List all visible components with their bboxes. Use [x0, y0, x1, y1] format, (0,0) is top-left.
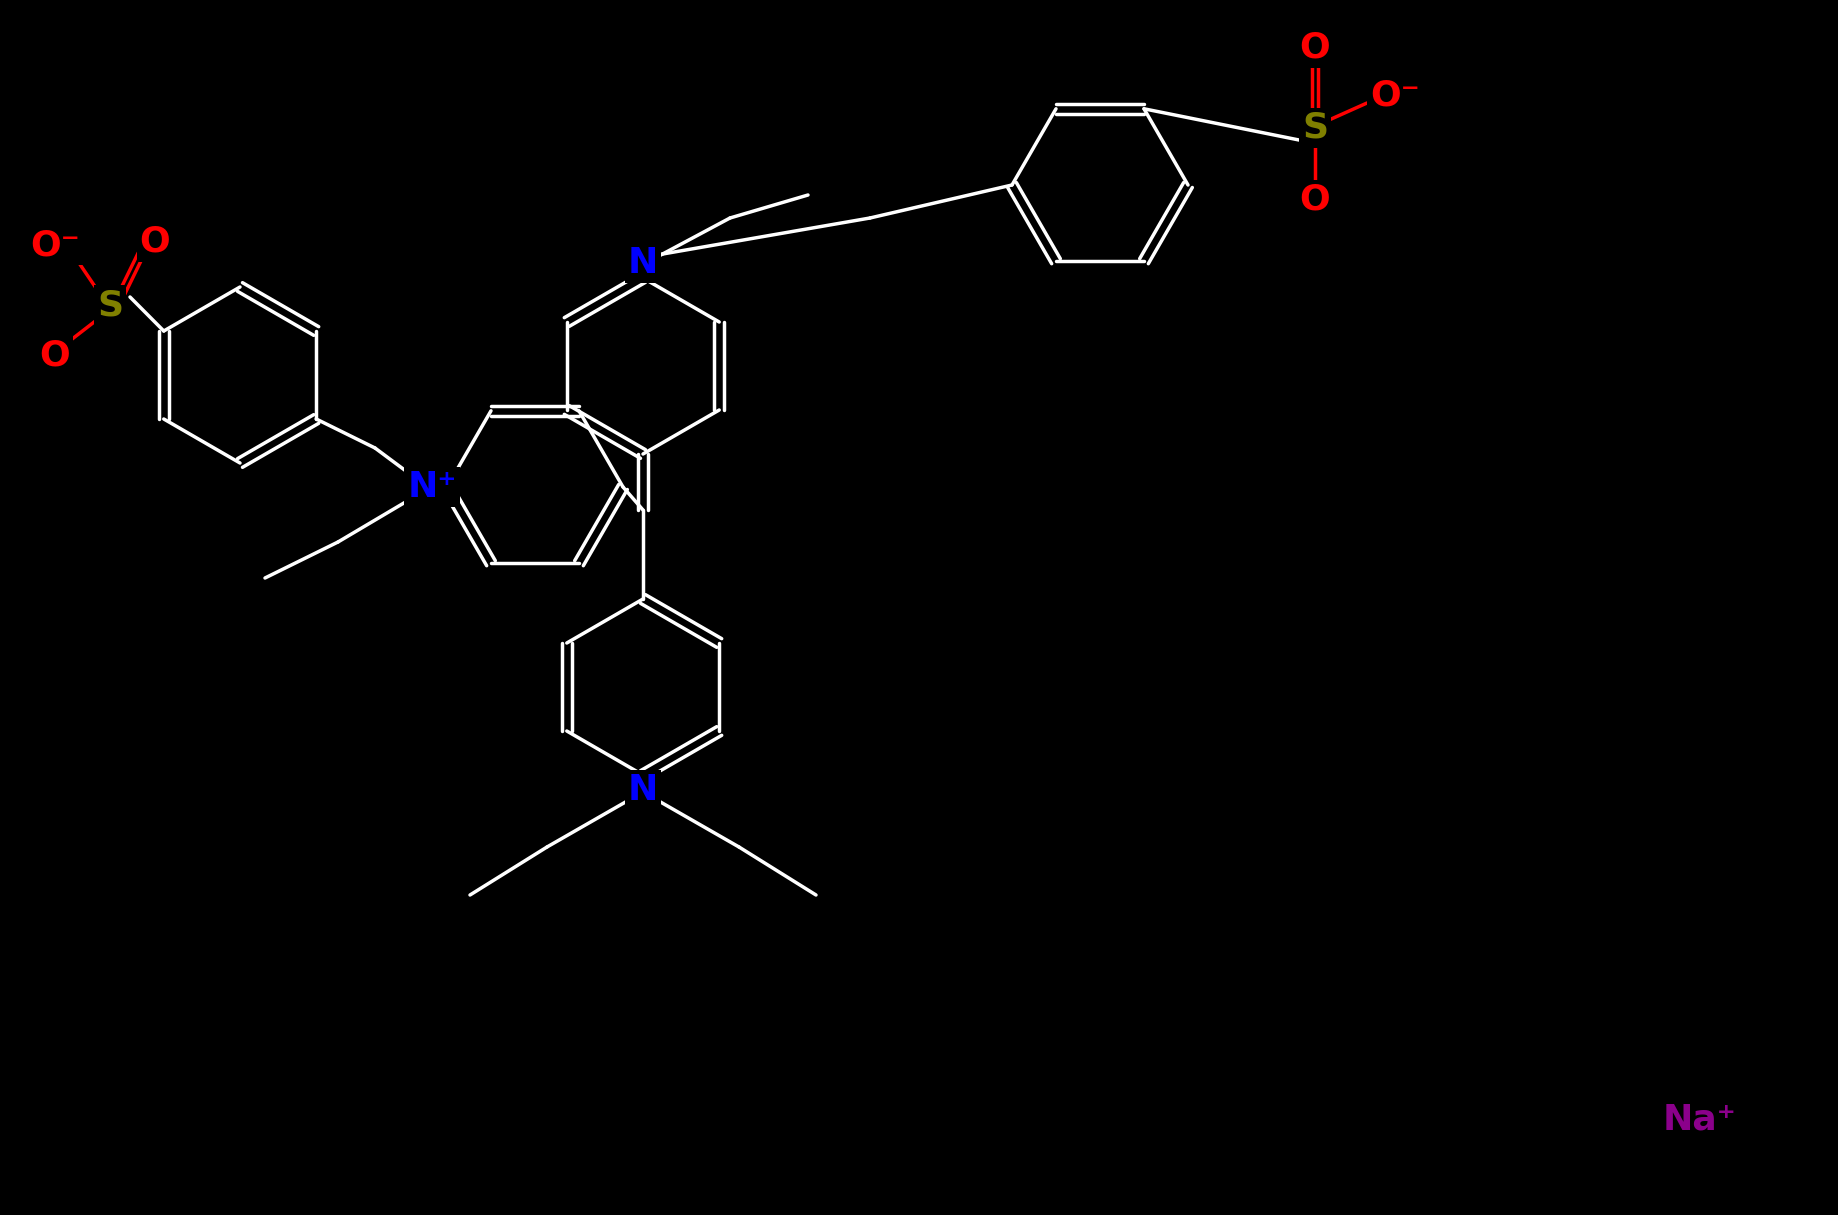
Text: N: N: [629, 773, 658, 807]
Text: O⁻: O⁻: [29, 228, 79, 262]
Text: N⁺: N⁺: [408, 470, 456, 504]
Text: S: S: [1301, 111, 1329, 145]
Text: O: O: [140, 225, 171, 259]
Text: O⁻: O⁻: [1369, 78, 1421, 112]
Text: Na⁺: Na⁺: [1663, 1103, 1737, 1137]
Text: O: O: [1299, 32, 1331, 64]
Text: N: N: [629, 245, 658, 279]
Text: S: S: [97, 288, 123, 322]
Text: O: O: [1299, 183, 1331, 217]
Text: O: O: [40, 338, 70, 372]
